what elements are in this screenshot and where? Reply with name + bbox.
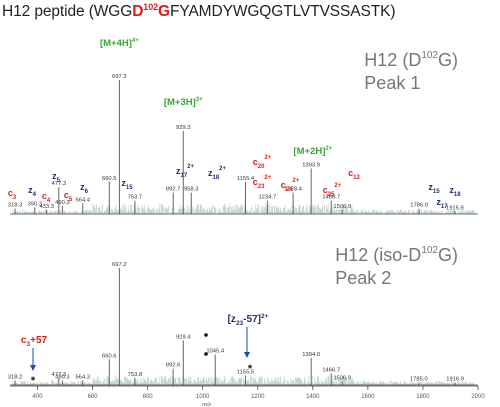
peak-label: 1155.4 xyxy=(237,176,255,182)
peak-label: 433.3 xyxy=(39,204,54,210)
x-axis-label: m/z xyxy=(202,402,211,407)
title-suffix: FYAMDYWGQGTLVTVSSASTK) xyxy=(169,3,396,20)
precursor-label: [M+2H]2+ xyxy=(293,146,332,157)
ion-label: z15 xyxy=(121,178,133,191)
x-tick-label: 2000 xyxy=(471,394,485,400)
asterisk-marker: * xyxy=(31,375,36,387)
peak-label: 753.7 xyxy=(128,195,143,201)
panel1-label: H12 (D102G) Peak 1 xyxy=(364,50,458,94)
peak-label: 1916.9 xyxy=(446,377,464,383)
peak-label: 1785.0 xyxy=(410,377,428,383)
ion-label: z182+ xyxy=(208,166,227,181)
peak-label: 660.6 xyxy=(102,353,117,359)
title-mod-residue: D xyxy=(132,3,144,20)
ion-label: c202+ xyxy=(253,155,272,170)
x-tick-label: 600 xyxy=(88,394,99,400)
peak-label: 477.3 xyxy=(52,372,67,378)
x-tick-label: 1400 xyxy=(306,394,320,400)
panel2-label-peak: Peak 2 xyxy=(335,268,392,288)
peak-label: 1506.9 xyxy=(333,375,351,381)
title-mod-position: 102 xyxy=(143,2,159,12)
ion-label: c232+ xyxy=(253,175,272,190)
ion-label: z15 xyxy=(428,182,440,195)
peak-label: 753.8 xyxy=(128,372,143,378)
panel1-noise xyxy=(12,202,475,214)
x-tick-label: 1800 xyxy=(416,394,430,400)
peak-label: 390.3 xyxy=(28,201,43,207)
title-prefix: H12 peptide (WGG xyxy=(2,3,133,20)
peak-label: 477.3 xyxy=(52,181,67,187)
peak-label: 1328.4 xyxy=(284,187,303,193)
peak-label: 490.3 xyxy=(55,200,70,206)
figure-title: H12 peptide (WGGD102GFYAMDYWGQGTLVTVSSAS… xyxy=(2,2,396,21)
ion-label: c3 xyxy=(8,188,17,201)
peak-label: 490.3 xyxy=(55,374,70,380)
ion-label: z172+ xyxy=(176,164,195,179)
peak-label: 1466.7 xyxy=(322,367,340,373)
ion-label: c4 xyxy=(42,191,51,204)
x-tick-label: 1200 xyxy=(251,394,265,400)
arrowhead-c3-57 xyxy=(30,365,36,371)
ion-label: c5 xyxy=(64,190,73,203)
dot-marker xyxy=(204,352,208,356)
peak-label: 564.3 xyxy=(76,374,91,380)
panel1-label-peak: Peak 1 xyxy=(364,73,421,93)
panel2-label: H12 (iso-D102G) Peak 2 xyxy=(335,245,458,289)
asterisk-marker: * xyxy=(248,363,253,375)
x-tick-label: 800 xyxy=(143,394,154,400)
peak-label: 892.6 xyxy=(166,363,181,369)
ion-label-z23-57: [z23-57]2+ xyxy=(228,313,269,327)
peak-label: 697.2 xyxy=(112,262,127,268)
peak-label: 1394.0 xyxy=(302,352,320,358)
peak-label: 697.3 xyxy=(112,74,127,80)
peak-label: 892.7 xyxy=(166,187,181,193)
peak-label: 1466.7 xyxy=(322,195,340,201)
peak-label: 1234.7 xyxy=(258,195,276,201)
ion-label: z5 xyxy=(52,171,61,184)
x-tick-label: 1000 xyxy=(196,394,210,400)
ion-label: z18 xyxy=(449,185,461,198)
precursor-label: [M+3H]3+ xyxy=(164,97,203,108)
ion-label-c3-57: c3+57 xyxy=(21,335,48,348)
ion-label: z6 xyxy=(80,182,89,195)
peak-label: 1393.9 xyxy=(302,162,320,168)
panel2-noise xyxy=(12,375,475,385)
precursor-label: [M+4H]4+ xyxy=(100,38,139,49)
panel1-label-main: H12 (D102G) xyxy=(364,50,458,70)
peak-label: 929.3 xyxy=(176,125,191,131)
x-tick-label: 1600 xyxy=(361,394,375,400)
peak-label: 1155.5 xyxy=(237,370,254,376)
ion-label: z17 xyxy=(436,197,448,210)
peak-label: 1506.9 xyxy=(333,204,351,210)
peak-label: 318.3 xyxy=(8,203,23,209)
peak-label: 958.3 xyxy=(184,187,199,193)
ion-label: z4 xyxy=(28,185,37,198)
peak-label: 318.2 xyxy=(8,374,23,380)
ion-label: c12 xyxy=(348,168,360,181)
panel2-label-main: H12 (iso-D102G) xyxy=(335,245,458,265)
peak-label: 929.4 xyxy=(176,335,191,341)
title-mod-residue2: G xyxy=(158,3,170,20)
peak-label: 1045.4 xyxy=(206,349,225,355)
x-axis: 400 600 800 1000 1200 1400 1600 1800 2000 m/z xyxy=(10,385,485,407)
dot-marker xyxy=(204,333,208,337)
peak-label: 564.4 xyxy=(76,197,91,203)
arrowhead-z23-57 xyxy=(244,352,250,358)
peak-label: 1915.9 xyxy=(446,205,464,211)
peak-label: 660.5 xyxy=(102,176,117,182)
peak-label: 1786.0 xyxy=(410,203,428,209)
x-tick-label: 400 xyxy=(33,394,44,400)
